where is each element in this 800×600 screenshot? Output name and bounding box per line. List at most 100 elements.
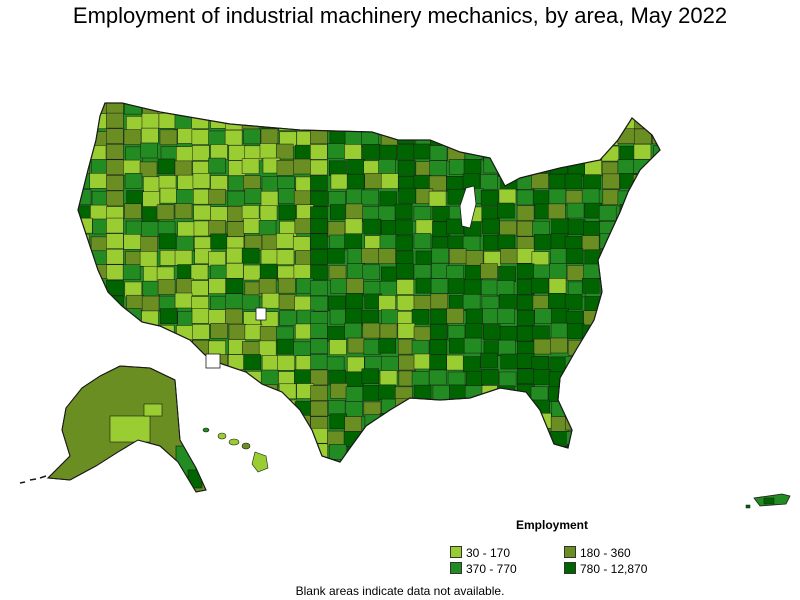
area-tile xyxy=(106,264,124,281)
alaska-region xyxy=(19,365,207,493)
area-tile xyxy=(295,250,313,266)
area-tile xyxy=(397,160,416,176)
area-tile xyxy=(635,235,654,251)
area-tile xyxy=(463,279,482,296)
area-tile xyxy=(480,279,499,296)
area-tile xyxy=(278,294,297,310)
area-tile xyxy=(174,386,193,402)
area-tile xyxy=(636,383,655,400)
blank-area-nm xyxy=(205,353,221,369)
area-tile xyxy=(549,446,568,462)
area-tile xyxy=(361,189,379,206)
area-tile xyxy=(430,308,448,325)
area-tile xyxy=(669,265,686,280)
area-tile xyxy=(652,354,660,370)
area-tile xyxy=(600,265,618,281)
legend-item-1: 30 - 170 xyxy=(450,546,510,560)
area-tile xyxy=(174,250,193,266)
area-tile xyxy=(379,323,398,340)
area-tile xyxy=(310,400,328,417)
area-tile xyxy=(670,429,687,444)
blank-area-ut xyxy=(255,307,267,321)
area-tile xyxy=(347,158,366,175)
area-tile xyxy=(139,340,158,356)
area-tile xyxy=(464,144,483,160)
area-tile xyxy=(361,247,379,264)
area-tile xyxy=(670,309,687,324)
area-tile xyxy=(210,175,228,191)
area-tile xyxy=(415,219,434,236)
area-tile xyxy=(532,116,551,132)
area-tile xyxy=(671,236,688,251)
area-tile xyxy=(668,400,685,415)
area-tile xyxy=(413,264,432,280)
area-tile xyxy=(106,217,124,234)
area-tile xyxy=(310,295,328,312)
area-tile xyxy=(498,445,517,461)
area-tile xyxy=(617,217,636,234)
area-tile xyxy=(650,247,660,264)
area-tile xyxy=(566,265,585,281)
area-tile xyxy=(362,322,381,339)
area-tile xyxy=(584,113,602,129)
area-tile xyxy=(415,277,434,294)
area-tile xyxy=(411,398,430,414)
area-tile xyxy=(446,308,464,324)
area-tile xyxy=(225,103,244,115)
area-tile xyxy=(379,459,398,462)
area-tile xyxy=(397,128,415,144)
area-tile xyxy=(446,444,465,460)
area-tile xyxy=(310,249,328,265)
area-tile xyxy=(327,143,345,159)
area-tile xyxy=(310,113,328,129)
area-tile xyxy=(396,430,414,446)
area-tile xyxy=(159,187,178,204)
area-tile xyxy=(310,159,328,176)
legend-swatch-4 xyxy=(564,562,576,574)
area-tile xyxy=(328,295,346,312)
area-tile xyxy=(517,415,535,431)
area-tile xyxy=(259,326,278,342)
area-tile xyxy=(447,103,466,116)
area-tile xyxy=(636,220,654,236)
area-tile xyxy=(141,295,160,312)
area-tile xyxy=(600,443,618,460)
area-tile xyxy=(398,187,416,204)
area-tile xyxy=(106,458,124,462)
area-tile xyxy=(602,340,620,357)
area-tile xyxy=(671,115,688,130)
area-tile xyxy=(261,413,280,429)
area-tile xyxy=(158,458,176,462)
area-tile xyxy=(208,157,226,174)
area-tile xyxy=(532,190,551,206)
area-tile xyxy=(126,190,144,206)
area-tile xyxy=(310,322,328,339)
area-tile xyxy=(566,144,585,161)
area-tile xyxy=(446,129,464,145)
area-tile xyxy=(310,354,328,370)
area-tile xyxy=(650,430,660,447)
area-tile xyxy=(295,428,313,445)
area-tile xyxy=(225,308,243,325)
area-tile xyxy=(208,278,226,294)
area-tile xyxy=(378,384,396,401)
area-tile xyxy=(566,323,585,339)
area-tile xyxy=(225,293,243,309)
area-tile xyxy=(482,308,500,324)
area-tile xyxy=(396,103,414,116)
area-tile xyxy=(650,294,660,311)
area-tile xyxy=(378,431,397,447)
area-tile xyxy=(650,158,660,174)
legend-title: Employment xyxy=(516,518,589,532)
area-tile xyxy=(652,175,660,191)
area-tile xyxy=(499,143,518,159)
area-tile xyxy=(157,341,176,358)
area-tile xyxy=(139,251,158,267)
area-tile xyxy=(379,280,398,297)
area-tile xyxy=(123,159,141,176)
area-tile xyxy=(124,203,142,220)
area-tile xyxy=(347,337,366,354)
area-tile xyxy=(227,175,246,192)
area-tile xyxy=(140,142,158,159)
area-tile xyxy=(176,235,194,252)
